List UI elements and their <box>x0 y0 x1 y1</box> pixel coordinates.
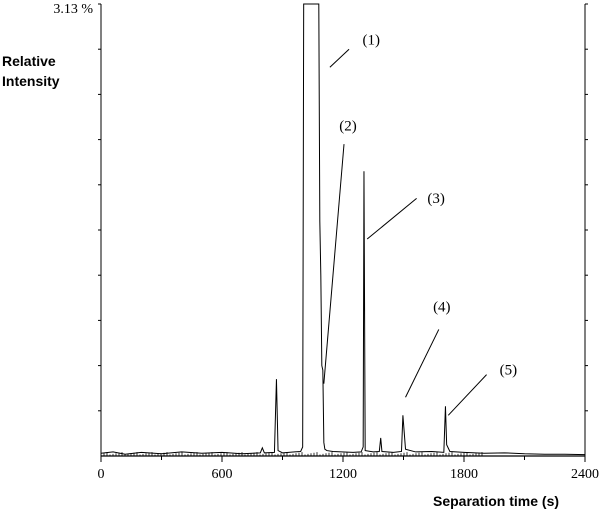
annotation-label: (2) <box>339 119 357 135</box>
annotation-label: (3) <box>427 191 445 207</box>
x-tick-label: 1200 <box>329 467 357 482</box>
y-minor-ticks <box>98 3 588 412</box>
signal-trace <box>100 3 586 456</box>
annotation-leader <box>447 374 487 416</box>
peak-annotations: (1) (2) (3) (4) (5) <box>323 33 518 416</box>
x-tick-label: 600 <box>212 467 233 482</box>
annotation-leader <box>405 329 440 398</box>
y-max-label: 3.13 % <box>53 2 93 17</box>
x-tick-label: 0 <box>98 467 105 482</box>
annotation-label: (4) <box>433 299 451 315</box>
series-line <box>100 3 586 456</box>
annotation-leader <box>329 48 350 68</box>
y-axis-label-line-2: Intensity <box>2 73 60 89</box>
x-tick-label: 2400 <box>571 467 599 482</box>
annotation-label: (5) <box>500 363 518 379</box>
axes <box>100 4 586 457</box>
x-ticks: 0 600 1200 1800 2400 <box>98 456 599 482</box>
annotation-leader <box>366 197 417 240</box>
y-axis-label-line-1: Relative <box>2 53 56 69</box>
annotation-label: (1) <box>362 33 380 49</box>
x-axis-label: Separation time (s) <box>433 493 559 509</box>
x-tick-label: 1800 <box>450 467 478 482</box>
annotation-leader <box>323 144 345 384</box>
